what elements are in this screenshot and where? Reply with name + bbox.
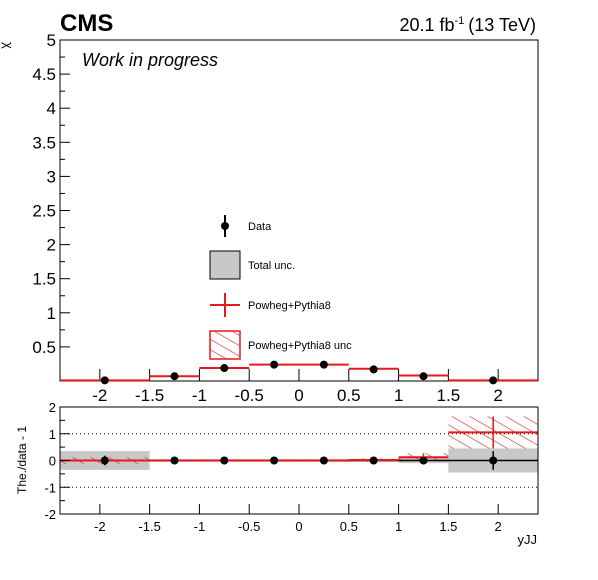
legend-total-unc-label: Total unc. — [248, 260, 295, 272]
main-x-tick-label: 2 — [493, 386, 502, 405]
ratio-x-tick-label: 2 — [495, 519, 502, 534]
main-y-tick-label: 1 — [47, 304, 56, 323]
experiment-label: CMS — [60, 10, 113, 37]
ratio-x-tick-label: -0.5 — [238, 519, 260, 534]
main-data-point — [220, 364, 228, 372]
main-y-tick-label: 4 — [47, 99, 56, 118]
ratio-data-point — [270, 457, 278, 465]
legend-data-marker — [221, 215, 229, 237]
legend-data-label: Data — [248, 221, 272, 233]
main-x-tick-label: 1.5 — [437, 386, 461, 405]
ratio-y-axis-label: The./data - 1 — [15, 426, 29, 494]
ratio-x-tick-label: 0.5 — [340, 519, 358, 534]
main-data-point — [489, 376, 497, 384]
ratio-x-tick-label: 1 — [395, 519, 402, 534]
legend-mc-marker — [210, 293, 240, 317]
ratio-x-tick-label: -2 — [94, 519, 106, 534]
main-y-tick-label: 3 — [47, 167, 56, 186]
legend-total-unc-box — [210, 251, 240, 279]
ratio-y-tick-label: 2 — [49, 400, 56, 415]
main-y-tick-label: 2.5 — [32, 202, 56, 221]
main-y-axis-label: χ — [1, 42, 16, 49]
legend: Data Total unc. Powheg+Pythia8 Powheg+Py… — [210, 215, 352, 359]
main-y-tick-label: 1.5 — [32, 270, 56, 289]
ratio-x-axis-label: yJJ — [518, 532, 538, 547]
legend-mc-unc-box — [210, 331, 240, 359]
main-data-point — [270, 361, 278, 369]
main-data-point — [101, 376, 109, 384]
main-y-tick-label: 4.5 — [32, 65, 56, 84]
ratio-data-point — [419, 457, 427, 465]
main-x-tick-label: 0.5 — [337, 386, 361, 405]
ratio-y-tick-label: 1 — [49, 427, 56, 442]
ratio-y-tick-label: 0 — [49, 454, 56, 469]
legend-mc-unc-label: Powheg+Pythia8 unc — [248, 340, 352, 352]
ratio-x-tick-label: 0 — [295, 519, 302, 534]
ratio-data-point — [370, 457, 378, 465]
main-x-tick-label: -1 — [192, 386, 207, 405]
main-y-tick-label: 3.5 — [32, 133, 56, 152]
ratio-panel: -2 -1 0 1 2 The./data - 1 -2 -1.5 -1 -0.5 0 0.5 1 1.5… — [15, 400, 538, 547]
ratio-data-point — [320, 457, 328, 465]
status-label: Work in progress — [82, 50, 218, 70]
luminosity-label: 20.1 fb-1 (13 TeV) — [399, 15, 536, 35]
ratio-x-tick-label: 1.5 — [439, 519, 457, 534]
ratio-y-tick-label: -2 — [44, 507, 56, 522]
ratio-data-point — [101, 457, 109, 465]
main-x-tick-label: -1.5 — [135, 386, 164, 405]
ratio-data-point — [489, 457, 497, 465]
main-frame — [60, 40, 538, 381]
main-x-tick-label: 0 — [294, 386, 303, 405]
main-data-point — [320, 361, 328, 369]
legend-mc-label: Powheg+Pythia8 — [248, 300, 331, 312]
main-data-point — [370, 365, 378, 373]
main-y-tick-label: 0.5 — [32, 338, 56, 357]
main-y-tick-label: 5 — [47, 31, 56, 50]
ratio-y-tick-label: -1 — [44, 480, 56, 495]
main-data-point — [171, 372, 179, 380]
ratio-x-tick-label: -1 — [194, 519, 206, 534]
ratio-data-point — [220, 457, 228, 465]
main-data-point — [419, 372, 427, 380]
main-x-tick-label: -0.5 — [235, 386, 264, 405]
ratio-data-point — [171, 457, 179, 465]
main-y-tick-label: 2 — [47, 236, 56, 255]
ratio-x-tick-label: -1.5 — [138, 519, 160, 534]
main-x-tick-label: 1 — [394, 386, 403, 405]
main-x-tick-label: -2 — [92, 386, 107, 405]
